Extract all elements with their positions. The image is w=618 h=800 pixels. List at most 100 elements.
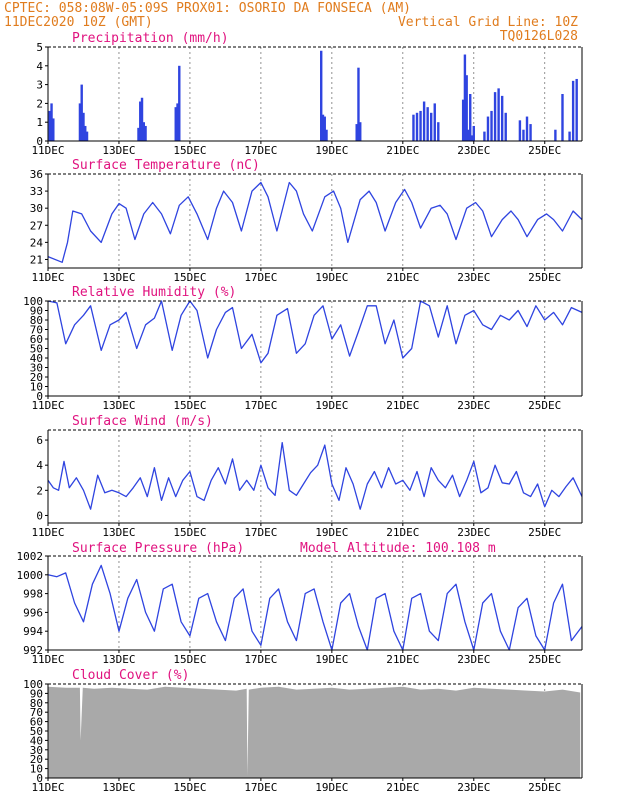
precip-bar [522, 129, 525, 141]
precip-bar [497, 88, 500, 141]
humidity-title: Relative Humidity (%) [72, 285, 236, 300]
x-tick-label: 19DEC [315, 399, 348, 412]
x-tick-label: 11DEC [31, 653, 64, 666]
x-tick-label: 19DEC [315, 781, 348, 794]
precip-bar [174, 107, 177, 141]
precip-bar [142, 122, 146, 141]
y-tick-label: 10 [30, 763, 43, 776]
x-tick-label: 11DEC [31, 271, 64, 284]
x-tick-label: 15DEC [173, 526, 206, 539]
x-tick-label: 15DEC [173, 399, 206, 412]
wind-title: Surface Wind (m/s) [72, 414, 213, 429]
y-tick-label: 50 [30, 725, 43, 738]
precip-bar [463, 54, 467, 141]
precip-bar [493, 92, 497, 141]
y-tick-label: 21 [30, 253, 43, 266]
y-tick-label: 30 [30, 744, 43, 757]
precipitation-title: Precipitation (mm/h) [72, 31, 229, 46]
y-tick-label: 50 [30, 343, 43, 356]
precip-bar [426, 107, 429, 141]
precip-bar [176, 103, 179, 141]
x-tick-label: 25DEC [528, 526, 561, 539]
series-line [47, 181, 583, 263]
precip-bar [52, 118, 55, 141]
x-tick-label: 19DEC [315, 271, 348, 284]
precip-bar [571, 80, 575, 141]
precip-bar [561, 94, 564, 141]
x-tick-label: 13DEC [102, 399, 135, 412]
precip-bar [50, 103, 53, 141]
x-tick-label: 23DEC [457, 526, 490, 539]
y-tick-label: 40 [30, 734, 43, 747]
precipitation-panel: Precipitation (mm/h) 0 1 2 3 4 5 11DEC 13DEC 15D… [31, 31, 583, 157]
x-tick-label: 17DEC [244, 526, 277, 539]
model-altitude-label: Model Altitude: 100.108 m [300, 541, 496, 556]
precip-bar [80, 84, 83, 141]
x-tick-label: 21DEC [386, 271, 419, 284]
x-tick-label: 15DEC [173, 144, 206, 157]
x-tick-label: 25DEC [528, 271, 561, 284]
x-tick-label: 21DEC [386, 399, 419, 412]
precip-bar [78, 103, 82, 141]
precip-bar [525, 116, 529, 141]
y-tick-label: 30 [30, 202, 43, 215]
x-tick-label: 21DEC [386, 144, 419, 157]
precip-bar [470, 135, 474, 141]
x-tick-label: 15DEC [173, 781, 206, 794]
precip-bar [465, 75, 468, 141]
y-tick-label: 994 [23, 625, 43, 638]
series-line [47, 300, 583, 364]
y-tick-label: 4 [36, 459, 43, 472]
precip-bar [529, 124, 532, 141]
x-tick-label: 25DEC [528, 144, 561, 157]
x-tick-label: 23DEC [457, 781, 490, 794]
temperature-title: Surface Temperature (nC) [72, 158, 260, 173]
x-tick-label: 25DEC [528, 653, 561, 666]
temperature-panel: Surface Temperature (nC) 21 24 27 30 33 36 11D… [30, 158, 583, 284]
y-tick-label: 10 [30, 381, 43, 394]
y-tick-label: 998 [23, 588, 43, 601]
y-tick-label: 996 [23, 606, 43, 619]
cloud-cover-title: Cloud Cover (%) [72, 668, 189, 683]
y-tick-label: 36 [30, 168, 43, 181]
x-tick-label: 13DEC [102, 271, 135, 284]
y-tick-label: 6 [36, 434, 43, 447]
precip-bar [554, 129, 557, 141]
y-tick-label: 90 [30, 305, 43, 318]
x-tick-label: 21DEC [386, 653, 419, 666]
series-line [47, 441, 583, 510]
precip-bar [82, 112, 85, 141]
precip-bar [419, 110, 422, 141]
precip-bar [84, 125, 87, 141]
y-tick-label: 80 [30, 314, 43, 327]
y-tick-label: 33 [30, 185, 43, 198]
y-tick-label: 3 [36, 79, 43, 92]
x-tick-label: 23DEC [457, 399, 490, 412]
precip-bar [430, 112, 433, 141]
y-tick-label: 2 [36, 484, 43, 497]
y-tick-label: 0 [36, 135, 43, 148]
x-tick-label: 17DEC [244, 271, 277, 284]
y-tick-label: 1 [36, 116, 43, 129]
y-tick-label: 100 [23, 295, 43, 308]
y-tick-label: 2 [36, 97, 43, 110]
x-tick-label: 19DEC [315, 653, 348, 666]
x-tick-label: 17DEC [244, 781, 277, 794]
x-tick-label: 19DEC [315, 144, 348, 157]
y-tick-label: 80 [30, 697, 43, 710]
precip-bar [48, 110, 51, 141]
y-tick-label: 70 [30, 706, 43, 719]
precip-bar [139, 101, 142, 141]
x-tick-label: 21DEC [386, 526, 419, 539]
precip-bar [490, 110, 493, 141]
precip-bar [320, 50, 323, 142]
x-tick-label: 11DEC [31, 781, 64, 794]
header-station: CPTEC: 058:08W-05:09S PROX01: OSORIO DA … [4, 1, 411, 16]
x-tick-label: 11DEC [31, 144, 64, 157]
y-tick-label: 100 [23, 678, 43, 691]
precip-bar [518, 120, 522, 141]
precip-bar [568, 131, 571, 141]
y-tick-label: 992 [23, 644, 43, 657]
